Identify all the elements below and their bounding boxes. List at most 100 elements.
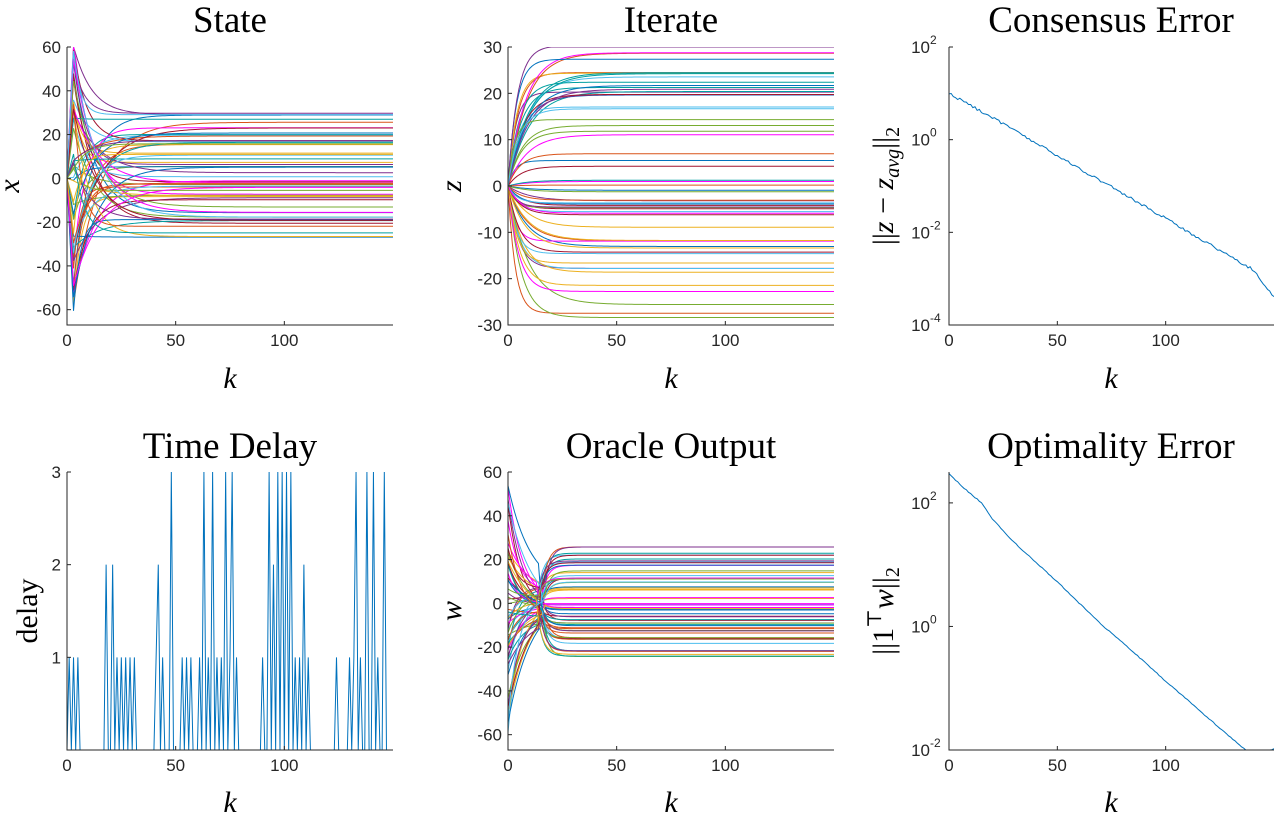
series-line-state-40 bbox=[67, 63, 393, 179]
plot-area-optimality-error bbox=[949, 473, 1274, 750]
series-line-oracle-output-60 bbox=[508, 581, 834, 721]
series-line-oracle-output-52 bbox=[508, 562, 834, 708]
x-tick-label-optimality-error-1: 50 bbox=[1048, 756, 1067, 775]
y-tick-label-iterate-5: 20 bbox=[483, 84, 502, 103]
y-axis-oracle-output: -60 -40 -20 0 20 40 60 bbox=[477, 463, 512, 745]
y-tick-label-state-0: -60 bbox=[36, 301, 61, 320]
y-axis-state: -60 -40 -20 0 20 40 60 bbox=[36, 38, 71, 320]
y-tick-label-time-delay-2: 3 bbox=[52, 463, 61, 482]
series-line-state-56 bbox=[67, 178, 393, 244]
y-tick-label-consensus-error-1: 10 bbox=[911, 223, 930, 242]
series-line-state-39 bbox=[67, 109, 393, 238]
y-tick-label-state-1: -40 bbox=[36, 257, 61, 276]
y-axis-label-optimality-error: ||1⊤w||2 bbox=[864, 567, 904, 655]
ylabel-consensus-subvar: z bbox=[867, 177, 900, 190]
y-tick-label-iterate-2: -10 bbox=[477, 223, 502, 242]
series-line-oracle-output-51 bbox=[508, 502, 834, 644]
series-line-state-3 bbox=[67, 178, 393, 304]
y-axis-label-time-delay: delay bbox=[11, 579, 44, 644]
series-line-iterate-59 bbox=[508, 119, 834, 187]
series-line-oracle-output-1 bbox=[508, 604, 834, 620]
series-line-iterate-28 bbox=[508, 185, 834, 205]
series-line-iterate-5 bbox=[508, 125, 834, 187]
series-line-oracle-output-34 bbox=[508, 577, 834, 640]
series-line-oracle-output-28 bbox=[508, 586, 834, 675]
x-axis-state: 0 50 100 bbox=[62, 47, 393, 350]
plot-area-oracle-output bbox=[508, 485, 834, 733]
series-line-oracle-output-39 bbox=[508, 556, 834, 601]
x-tick-label-iterate-2: 100 bbox=[711, 331, 739, 350]
x-tick-label-optimality-error-2: 100 bbox=[1151, 756, 1179, 775]
series-line-iterate-49 bbox=[508, 185, 834, 208]
y-tick-label-iterate-1: -20 bbox=[477, 270, 502, 289]
series-line-state-30 bbox=[67, 144, 393, 204]
ylabel-optimality-open: || bbox=[867, 643, 900, 655]
y-tick-label-consensus-error-0: 10 bbox=[911, 316, 930, 335]
x-tick-label-consensus-error-2: 100 bbox=[1151, 331, 1179, 350]
x-axis-label-consensus-error: k bbox=[1104, 362, 1118, 395]
series-line-delay bbox=[67, 472, 391, 750]
series-line-state-47 bbox=[67, 104, 393, 227]
y-axis-iterate: -30 -20 -10 0 10 20 30 bbox=[477, 38, 512, 335]
series-line-oracle-output-57 bbox=[508, 561, 834, 655]
y-axis-label-consensus-error: ||z − zavg||2 bbox=[867, 127, 904, 245]
y-tick-label-oracle-output-0: -60 bbox=[477, 726, 502, 745]
plot-area-time-delay bbox=[67, 472, 391, 750]
series-line-oracle-output-31 bbox=[508, 499, 834, 618]
y-tick-exp-consensus-error-3: 2 bbox=[930, 33, 937, 47]
series-line-oracle-output-58 bbox=[508, 617, 834, 665]
y-tick-label-consensus-error-3: 10 bbox=[911, 38, 930, 57]
panel-state: State 0 50 100 -60 -40 -20 0 20 40 60 k x bbox=[0, 0, 393, 395]
series-line-state-54 bbox=[67, 153, 393, 234]
series-line-state-57 bbox=[67, 153, 393, 234]
series-line-state-27 bbox=[67, 117, 393, 179]
y-tick-label-optimality-error-2: 10 bbox=[911, 494, 930, 513]
series-line-state-53 bbox=[67, 178, 393, 286]
plot-area-iterate bbox=[508, 47, 834, 319]
series-line-iterate-57 bbox=[508, 185, 834, 264]
y-axis-label-oracle-output: w bbox=[435, 601, 468, 621]
y-tick-label-state-5: 40 bbox=[42, 82, 61, 101]
chart-title-optimality-error: Optimality Error bbox=[987, 426, 1235, 467]
series-line-oracle-output-21 bbox=[508, 598, 834, 619]
series-line-oracle-output-23 bbox=[508, 596, 834, 624]
y-tick-exp-optimality-error-0: -2 bbox=[930, 736, 941, 750]
series-line-state-42 bbox=[67, 51, 393, 179]
series-line-oracle-output-48 bbox=[508, 604, 834, 647]
y-tick-label-oracle-output-5: 40 bbox=[483, 507, 502, 526]
series-line-state-41 bbox=[67, 80, 393, 208]
series-line-oracle-output-33 bbox=[508, 561, 834, 618]
series-line-iterate-10 bbox=[508, 160, 834, 187]
series-line-iterate-55 bbox=[508, 85, 834, 187]
series-line-iterate-51 bbox=[508, 185, 834, 204]
series-line-iterate-35 bbox=[508, 52, 834, 187]
series-line-state-51 bbox=[67, 154, 393, 253]
series-line-oracle-output-8 bbox=[508, 487, 834, 606]
series-line-iterate-60 bbox=[508, 108, 834, 187]
series-line-oracle-output-19 bbox=[508, 579, 834, 615]
x-tick-label-iterate-0: 0 bbox=[503, 331, 512, 350]
series-line-oracle-output-9 bbox=[508, 558, 834, 639]
y-tick-label-oracle-output-2: -20 bbox=[477, 638, 502, 657]
series-line-iterate-56 bbox=[508, 184, 834, 187]
y-tick-exp-consensus-error-1: -2 bbox=[930, 218, 941, 232]
series-line-oracle-output-47 bbox=[508, 609, 834, 641]
series-line-iterate-48 bbox=[508, 185, 834, 249]
series-line-iterate-23 bbox=[508, 185, 834, 209]
series-line-iterate-3 bbox=[508, 185, 834, 228]
series-line-oracle-output-40 bbox=[508, 609, 834, 707]
series-line-oracle-output-30 bbox=[508, 589, 834, 719]
chart-title-time-delay: Time Delay bbox=[143, 426, 318, 467]
series-line-iterate-18 bbox=[508, 91, 834, 187]
series-line-oracle-output-55 bbox=[508, 580, 834, 627]
ylabel-consensus-normsub: 2 bbox=[882, 127, 904, 137]
series-line-state-52 bbox=[67, 108, 393, 221]
series-line-iterate-32 bbox=[508, 185, 834, 306]
panel-time-delay: Time Delay 0 50 100 1 2 3 k delay bbox=[11, 426, 393, 815]
ylabel-consensus-open: || bbox=[867, 233, 900, 245]
series-line-iterate-40 bbox=[508, 47, 834, 187]
series-line-oracle-output-29 bbox=[508, 610, 834, 718]
